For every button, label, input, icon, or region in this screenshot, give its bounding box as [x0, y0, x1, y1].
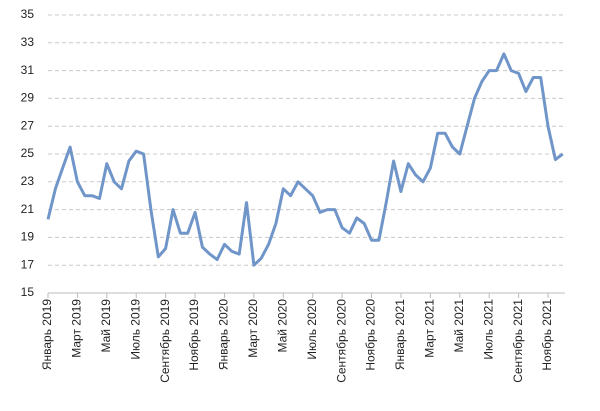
- y-tick-label: 25: [21, 146, 35, 160]
- line: [46, 52, 564, 267]
- y-tick-label: 29: [21, 91, 35, 105]
- x-tick-label: Июль 2020: [305, 299, 319, 360]
- x-tick-label: Январь 2019: [40, 299, 54, 370]
- x-tick-label: Май 2020: [275, 299, 289, 353]
- x-tick-label: Январь 2020: [217, 299, 231, 370]
- y-tick-label: 19: [21, 230, 35, 244]
- x-tick-label: Январь 2021: [393, 299, 407, 370]
- x-tick-label: Июль 2021: [481, 299, 495, 360]
- x-tick-label: Июль 2019: [128, 299, 142, 360]
- y-tick-label: 23: [21, 174, 35, 188]
- x-tick-label: Март 2021: [423, 299, 437, 358]
- y-tick-label: 31: [21, 63, 35, 77]
- y-tick-label: 21: [21, 202, 35, 216]
- y-tick-label: 33: [21, 35, 35, 49]
- x-tick-label: Сентябрь 2021: [511, 299, 525, 383]
- x-tick-label: Ноябрь 2021: [540, 299, 554, 371]
- x-tick-label: Ноябрь 2020: [364, 299, 378, 371]
- x-tick-label: Март 2019: [70, 299, 84, 358]
- x-tick-label: Март 2020: [246, 299, 260, 358]
- x-tick-label: Сентябрь 2020: [334, 299, 348, 383]
- x-tick-label: Ноябрь 2019: [187, 299, 201, 371]
- y-tick-label: 35: [21, 7, 35, 21]
- x-tick-label: Сентябрь 2019: [158, 299, 172, 383]
- y-tick-label: 17: [21, 257, 35, 271]
- y-tick-label: 15: [21, 285, 35, 299]
- y-tick-label: 27: [21, 118, 35, 132]
- x-tick-label: Май 2019: [99, 299, 113, 353]
- x-tick-label: Май 2021: [452, 299, 466, 353]
